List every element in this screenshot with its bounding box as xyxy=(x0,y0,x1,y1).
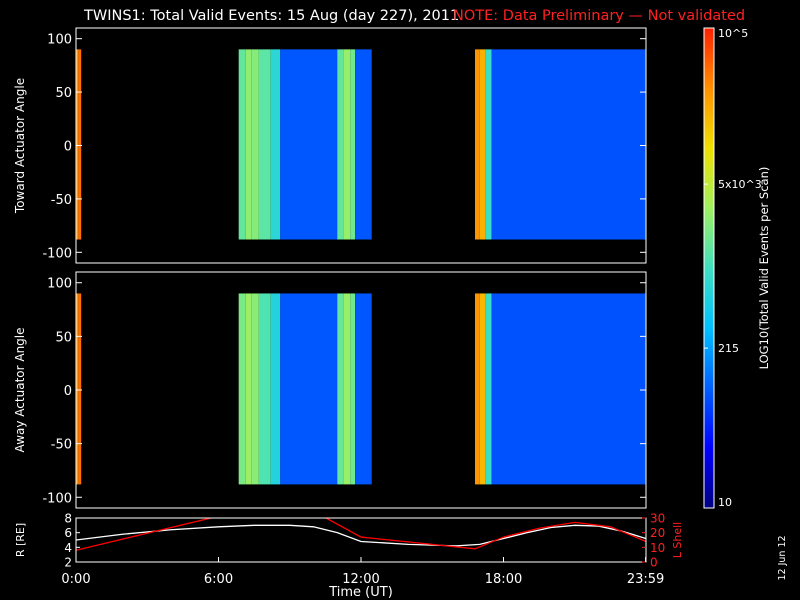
y-tick-label: 0 xyxy=(64,140,72,155)
heatmap-cell xyxy=(251,49,259,240)
colorbar-strip xyxy=(704,28,714,508)
heatmap-cell xyxy=(485,49,492,240)
heatmap-cell xyxy=(258,49,271,240)
heatmap-cell xyxy=(270,293,281,485)
r-tick-label: 6 xyxy=(64,526,72,540)
time-tick-label: 12:00 xyxy=(342,572,379,587)
heatmap-cell xyxy=(280,49,338,240)
r-tick-label: 2 xyxy=(64,556,72,570)
heatmap-cell xyxy=(355,293,372,485)
y-tick-label: 50 xyxy=(55,330,72,345)
colorbar-tick-label: 215 xyxy=(718,342,739,355)
colorbar-ticks: 10 215 5x10^3 10^5 xyxy=(704,27,762,509)
heatmap-cells xyxy=(76,49,646,240)
date-stamp: 12 Jun 12 xyxy=(777,535,788,580)
lshell-tick-label: 20 xyxy=(650,526,665,540)
r-axis-label: R [RE] xyxy=(14,523,27,557)
time-tick-label: 6:00 xyxy=(204,572,233,587)
preliminary-note: NOTE: Data Preliminary — Not validated xyxy=(453,8,745,24)
orbit-lines xyxy=(76,518,646,551)
y-tick-label: -100 xyxy=(42,491,72,506)
colorbar-tick-label: 10 xyxy=(718,496,732,509)
lshell-tick-label: 10 xyxy=(650,541,665,555)
y-tick-label: 50 xyxy=(55,86,72,101)
y-tick-label: 0 xyxy=(64,384,72,399)
colorbar-tick-label: 10^5 xyxy=(718,27,748,40)
heatmap-cell xyxy=(76,293,79,485)
time-tick-label: 0:00 xyxy=(61,572,90,587)
colorbar-frame xyxy=(703,27,715,509)
heatmap-cell xyxy=(475,293,480,485)
time-tick-label: 18:00 xyxy=(485,572,522,587)
heatmap-cell xyxy=(350,49,356,240)
heatmap-cell xyxy=(238,293,246,485)
heatmap-cell xyxy=(475,49,480,240)
y-tick-label: 100 xyxy=(47,33,72,48)
colorbar-tick-label: 5x10^3 xyxy=(718,178,762,191)
colorbar-label: LOG10(Total Valid Events per Scan) xyxy=(757,167,771,370)
lshell-series-line xyxy=(324,518,646,550)
y-axis-label: Away Actuator Angle xyxy=(13,327,27,452)
lshell-axis-label: L Shell xyxy=(671,522,684,558)
time-axis-label: Time (UT) xyxy=(328,585,393,600)
y-axis-ticks: 100 50 0 -50 -100 xyxy=(42,33,646,261)
heatmap-panel-toward: 100 50 0 -50 -100 Toward Actuator Angle xyxy=(13,27,647,264)
heatmap-cell xyxy=(245,293,252,485)
heatmap-cell xyxy=(485,293,492,485)
y-axis-label: Toward Actuator Angle xyxy=(13,78,27,214)
lshell-tick-label: 30 xyxy=(650,512,665,526)
chart-title: TWINS1: Total Valid Events: 15 Aug (day … xyxy=(83,8,459,24)
heatmap-cell xyxy=(337,49,344,240)
y-tick-label: -100 xyxy=(42,246,72,261)
lshell-tick-label: 0 xyxy=(650,556,658,570)
heatmap-cell xyxy=(245,49,252,240)
colorbar: 10 215 5x10^3 10^5 LOG10(Total Valid Events… xyxy=(703,27,771,509)
heatmap-cell xyxy=(337,293,344,485)
time-axis-ticks: 0:00 6:00 12:00 18:00 23:59 xyxy=(61,557,664,587)
heatmap-cell xyxy=(491,293,646,485)
heatmap-cell xyxy=(350,293,356,485)
y-axis-ticks: 100 50 0 -50 -100 xyxy=(42,277,646,506)
r-tick-label: 8 xyxy=(64,512,72,526)
heatmap-cell xyxy=(491,49,646,240)
heatmap-cell xyxy=(479,293,486,485)
y-tick-label: -50 xyxy=(51,438,72,453)
heatmap-cell xyxy=(343,293,351,485)
heatmap-cell xyxy=(78,293,82,485)
time-tick-label: 23:59 xyxy=(627,572,664,587)
r-series-line xyxy=(76,524,646,547)
y-tick-label: 100 xyxy=(47,277,72,292)
heatmap-cell xyxy=(270,49,281,240)
heatmap-cell xyxy=(78,49,82,240)
heatmap-cells xyxy=(76,293,646,485)
heatmap-cell xyxy=(479,49,486,240)
y-tick-label: -50 xyxy=(51,193,72,208)
heatmap-cell xyxy=(76,49,79,240)
heatmap-cell xyxy=(343,49,351,240)
heatmap-cell xyxy=(238,49,246,240)
heatmap-cell xyxy=(258,293,271,485)
heatmap-cell xyxy=(280,293,338,485)
heatmap-cell xyxy=(251,293,259,485)
heatmap-cell xyxy=(355,49,372,240)
r-tick-label: 4 xyxy=(64,541,72,555)
lshell-series-line xyxy=(76,518,214,551)
heatmap-panel-away: 100 50 0 -50 -100 Away Actuator Angle xyxy=(13,271,647,509)
